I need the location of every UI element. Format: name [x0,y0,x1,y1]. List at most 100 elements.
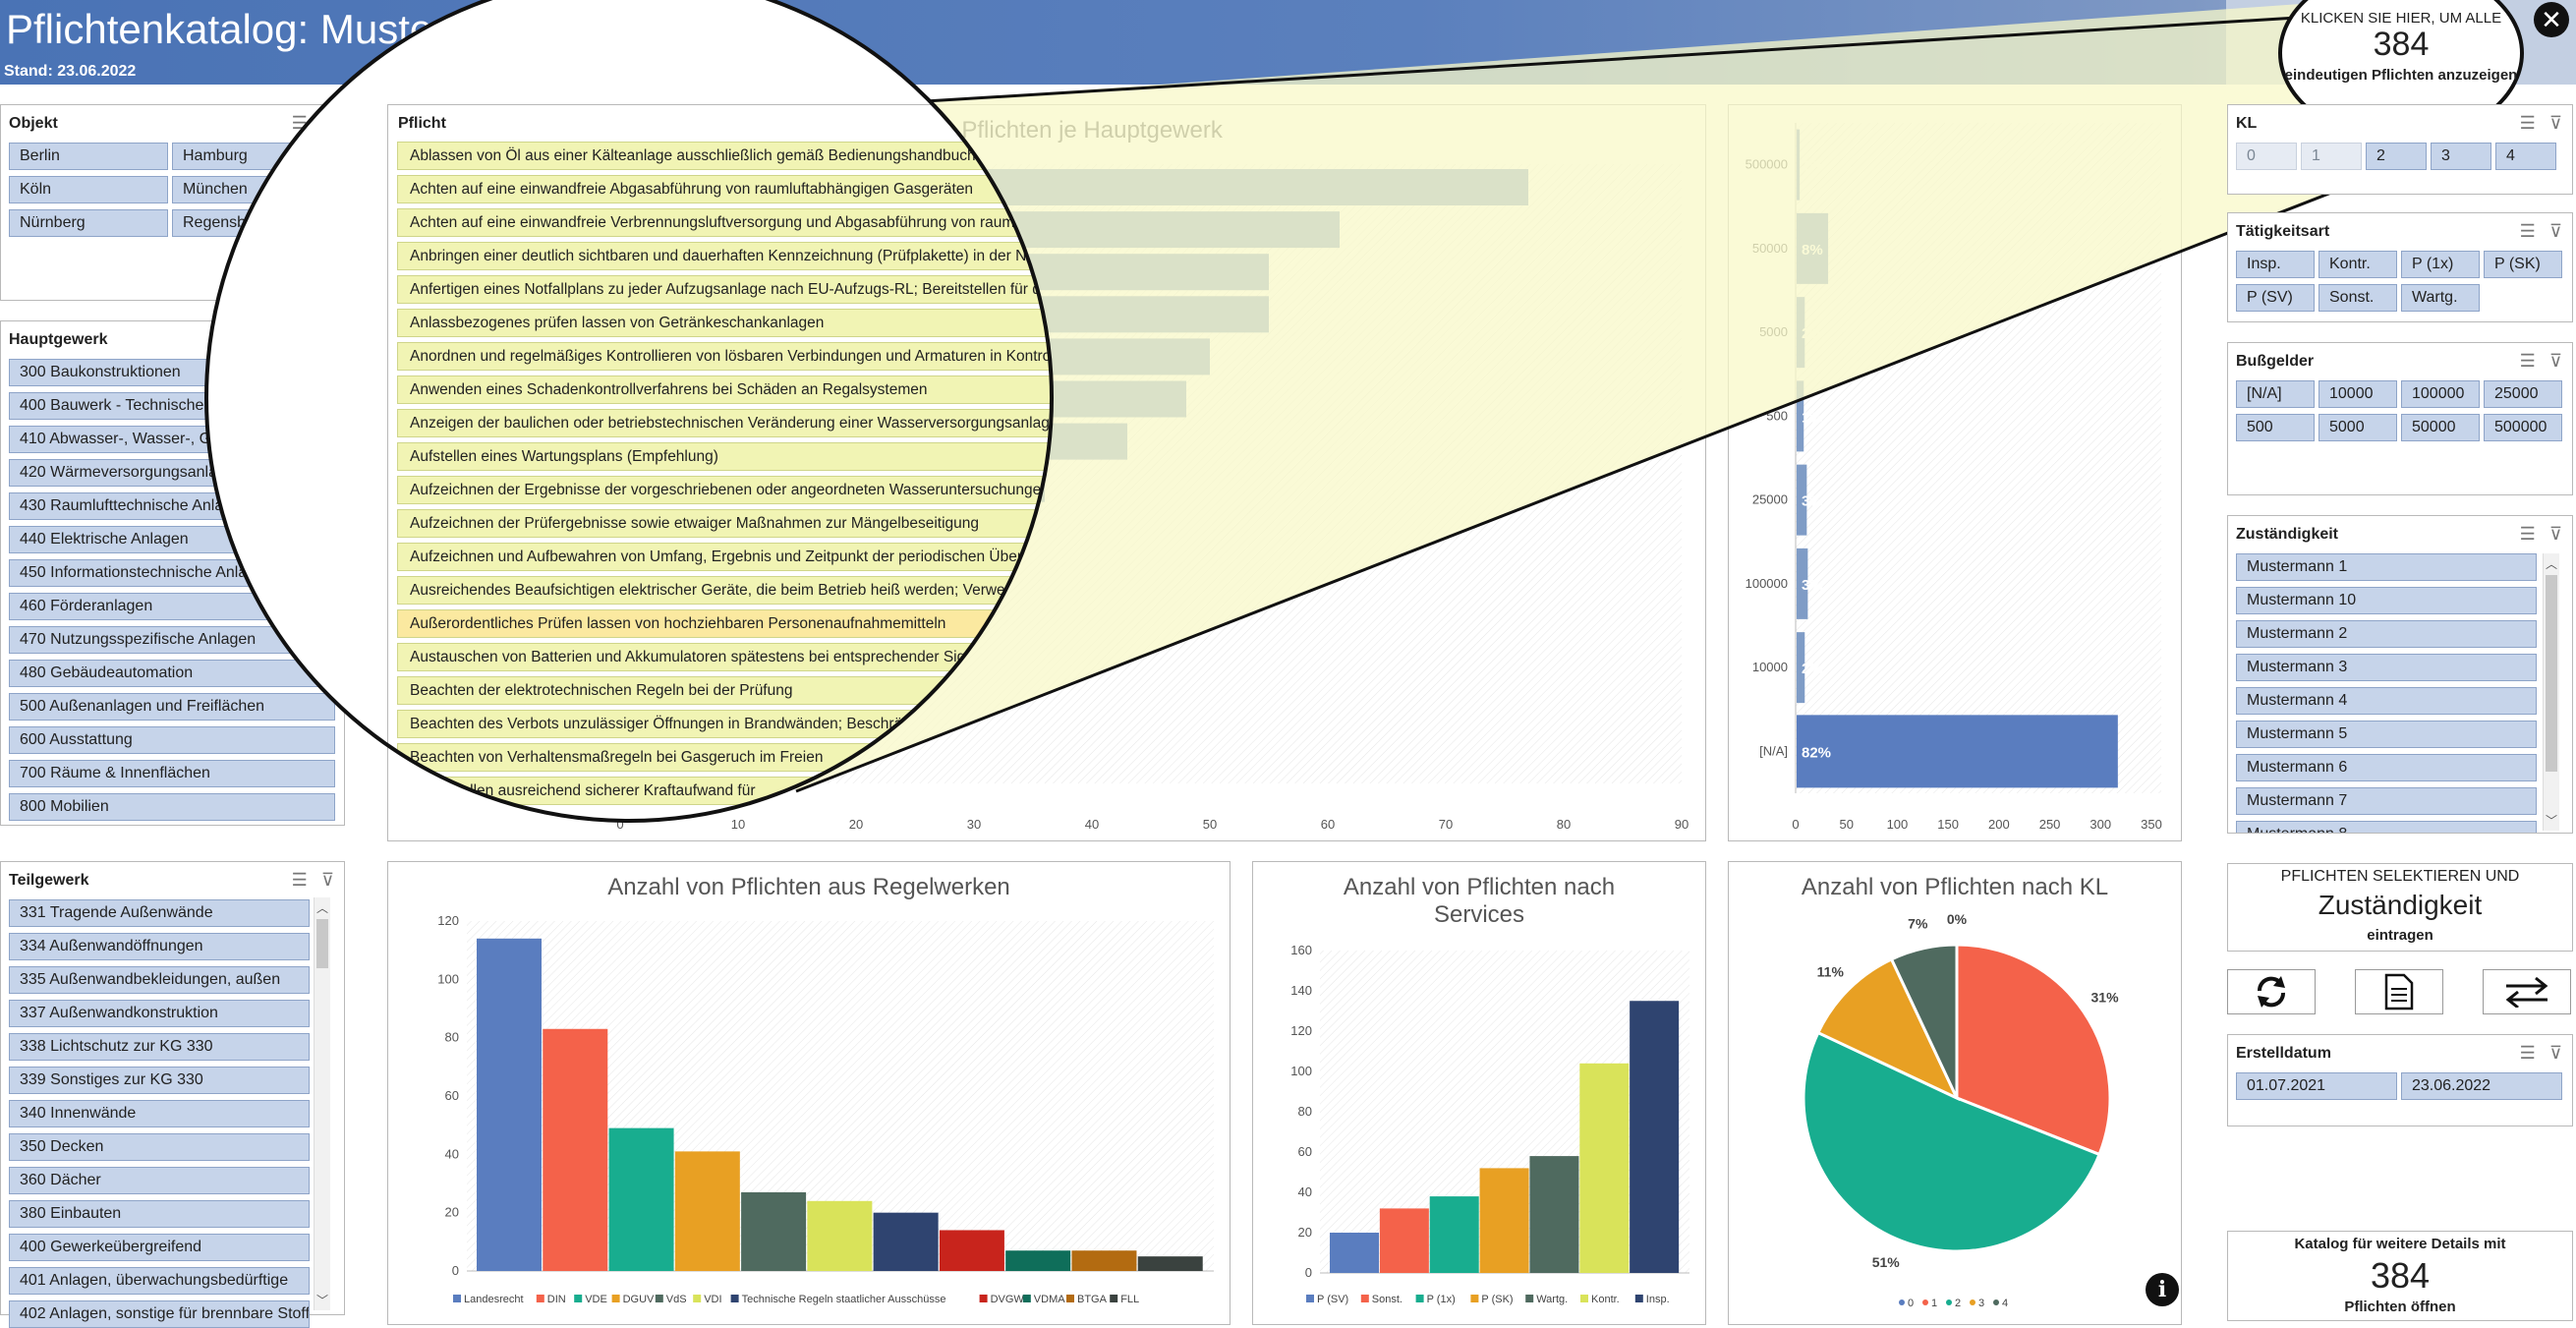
objekt-item[interactable]: Nürnberg [9,209,168,237]
hauptgewerk-item[interactable]: 480 Gebäudeautomation [9,660,335,687]
open-catalog-box[interactable]: Katalog für weitere Details mit 384 Pfli… [2227,1231,2573,1321]
scroll-up-icon[interactable]: ︿ [316,901,329,915]
bussgeld-item[interactable]: 50000 [2401,414,2480,441]
assign-responsibility-box[interactable]: PFLICHTEN SELEKTIEREN UND Zuständigkeit … [2227,863,2573,952]
swap-button[interactable] [2483,969,2571,1014]
kl-item[interactable]: 2 [2366,143,2427,170]
assign-line3: eintragen [2367,927,2433,944]
zustaendigkeit-item[interactable]: Mustermann 2 [2236,620,2537,648]
pie-label: 51% [1872,1254,1901,1270]
slicer-title: Erstelldatum [2236,1045,2331,1062]
objekt-item[interactable]: Berlin [9,143,168,170]
teilgewerk-item[interactable]: 334 Außenwandöffnungen [9,933,310,960]
zustaendigkeit-item[interactable]: Mustermann 3 [2236,654,2537,681]
scroll-down-icon[interactable]: ﹀ [2546,814,2558,828]
zustaendigkeit-item[interactable]: Mustermann 4 [2236,687,2537,715]
scroll-down-icon[interactable]: ﹀ [316,1294,329,1307]
close-icon[interactable]: ✕ [2534,2,2569,37]
teilgewerk-item[interactable]: 337 Außenwandkonstruktion [9,1000,310,1027]
clear-filter-icon[interactable]: ⊽ [2548,351,2562,371]
teilgewerk-item[interactable]: 335 Außenwandbekleidungen, außen [9,966,310,994]
hauptgewerk-item[interactable]: 500 Außenanlagen und Freiflächen [9,693,335,721]
multiselect-icon[interactable]: ☰ [291,870,308,890]
chart-services: 0 20 40 60 80 100 120 140 160 P (SV) Sonst. P (1x) P… [1290,943,1689,1305]
teilgewerk-item[interactable]: 402 Anlagen, sonstige für brennbare Stof… [9,1300,310,1328]
zustaendigkeit-item[interactable]: Mustermann 1 [2236,553,2537,581]
info-icon[interactable]: i [2146,1273,2179,1306]
y-tick-label: [N/A] [1759,743,1788,758]
scroll-up-icon[interactable]: ︿ [2546,557,2558,571]
bar [1797,715,2118,788]
taetigkeitsart-item[interactable]: Insp. [2236,251,2315,278]
erstelldatum-item[interactable]: 23.06.2022 [2401,1072,2562,1100]
scrollbar[interactable]: ︿ ﹀ [314,897,330,1310]
y-tick-label: 5000 [1759,324,1788,339]
teilgewerk-item[interactable]: 400 Gewerkeübergreifend [9,1234,310,1261]
clear-filter-icon[interactable]: ⊽ [2548,113,2562,133]
legend-swatch [1922,1299,1928,1305]
zustaendigkeit-item[interactable]: Mustermann 6 [2236,754,2537,781]
zustaendigkeit-item[interactable]: Mustermann 10 [2236,587,2537,614]
scrollbar-thumb[interactable] [316,919,328,968]
legend-swatch [1946,1299,1952,1305]
legend-swatch [1110,1295,1118,1302]
bar [873,1212,939,1271]
objekt-item[interactable]: Köln [9,176,168,203]
taetigkeitsart-item[interactable]: P (1x) [2401,251,2480,278]
legend-swatch [979,1295,988,1302]
erstelldatum-item[interactable]: 01.07.2021 [2236,1072,2397,1100]
bussgeld-item[interactable]: 500 [2236,414,2315,441]
bussgeld-item[interactable]: 5000 [2318,414,2397,441]
multiselect-icon[interactable]: ☰ [2519,351,2536,371]
zustaendigkeit-item[interactable]: Mustermann 5 [2236,721,2537,748]
bussgeld-item[interactable]: 100000 [2401,380,2480,408]
taetigkeitsart-item[interactable]: P (SV) [2236,284,2315,312]
data-label: 8% [1802,242,1823,259]
multiselect-icon[interactable]: ☰ [2519,113,2536,133]
hauptgewerk-item[interactable]: 700 Räume & Innenflächen [9,760,335,787]
bar [741,1191,807,1271]
hauptgewerk-item[interactable]: 600 Ausstattung [9,726,335,754]
bussgeld-item[interactable]: 500000 [2484,414,2562,441]
multiselect-icon[interactable]: ☰ [2519,221,2536,241]
slicer-title: Hauptgewerk [9,331,108,348]
taetigkeitsart-item[interactable]: Kontr. [2318,251,2397,278]
teilgewerk-item[interactable]: 360 Dächer [9,1167,310,1194]
teilgewerk-item[interactable]: 331 Tragende Außenwände [9,899,310,927]
teilgewerk-item[interactable]: 340 Innenwände [9,1100,310,1127]
kl-item[interactable]: 3 [2431,143,2491,170]
clear-filter-icon[interactable]: ⊽ [2548,221,2562,241]
bar [608,1127,674,1271]
teilgewerk-item[interactable]: 338 Lichtschutz zur KG 330 [9,1033,310,1061]
teilgewerk-item[interactable]: 339 Sonstiges zur KG 330 [9,1067,310,1094]
legend-label: Wartg. [1536,1294,1568,1305]
teilgewerk-item[interactable]: 380 Einbauten [9,1200,310,1228]
zustaendigkeit-item[interactable]: Mustermann 7 [2236,787,2537,815]
legend-label: BTGA [1077,1294,1108,1305]
taetigkeitsart-item[interactable]: Wartg. [2401,284,2480,312]
multiselect-icon[interactable]: ☰ [2519,1043,2536,1063]
kl-item[interactable]: 4 [2495,143,2556,170]
kl-item[interactable]: 0 [2236,143,2297,170]
clear-filter-icon[interactable]: ⊽ [320,870,334,890]
clear-filter-icon[interactable]: ⊽ [2548,524,2562,544]
bussgeld-item[interactable]: 10000 [2318,380,2397,408]
legend-swatch [453,1295,461,1302]
scrollbar-thumb[interactable] [2546,575,2557,772]
bussgeld-item[interactable]: 25000 [2484,380,2562,408]
teilgewerk-item[interactable]: 350 Decken [9,1133,310,1161]
badge-line2: eindeutigen Pflichten anzuzeigen [2284,67,2518,84]
x-tick-label: 0 [616,817,623,832]
document-button[interactable] [2355,969,2443,1014]
teilgewerk-item[interactable]: 401 Anlagen, überwachungsbedürftige [9,1267,310,1295]
multiselect-icon[interactable]: ☰ [2519,524,2536,544]
taetigkeitsart-item[interactable]: P (SK) [2484,251,2562,278]
clear-filter-icon[interactable]: ⊽ [2548,1043,2562,1063]
hauptgewerk-item[interactable]: 800 Mobilien [9,793,335,821]
scrollbar[interactable]: ︿ ﹀ [2543,553,2559,831]
refresh-button[interactable] [2227,969,2316,1014]
bussgeld-item[interactable]: [N/A] [2236,380,2315,408]
taetigkeitsart-item[interactable]: Sonst. [2318,284,2397,312]
zustaendigkeit-item[interactable]: Mustermann 8 [2236,821,2537,833]
kl-item[interactable]: 1 [2301,143,2362,170]
